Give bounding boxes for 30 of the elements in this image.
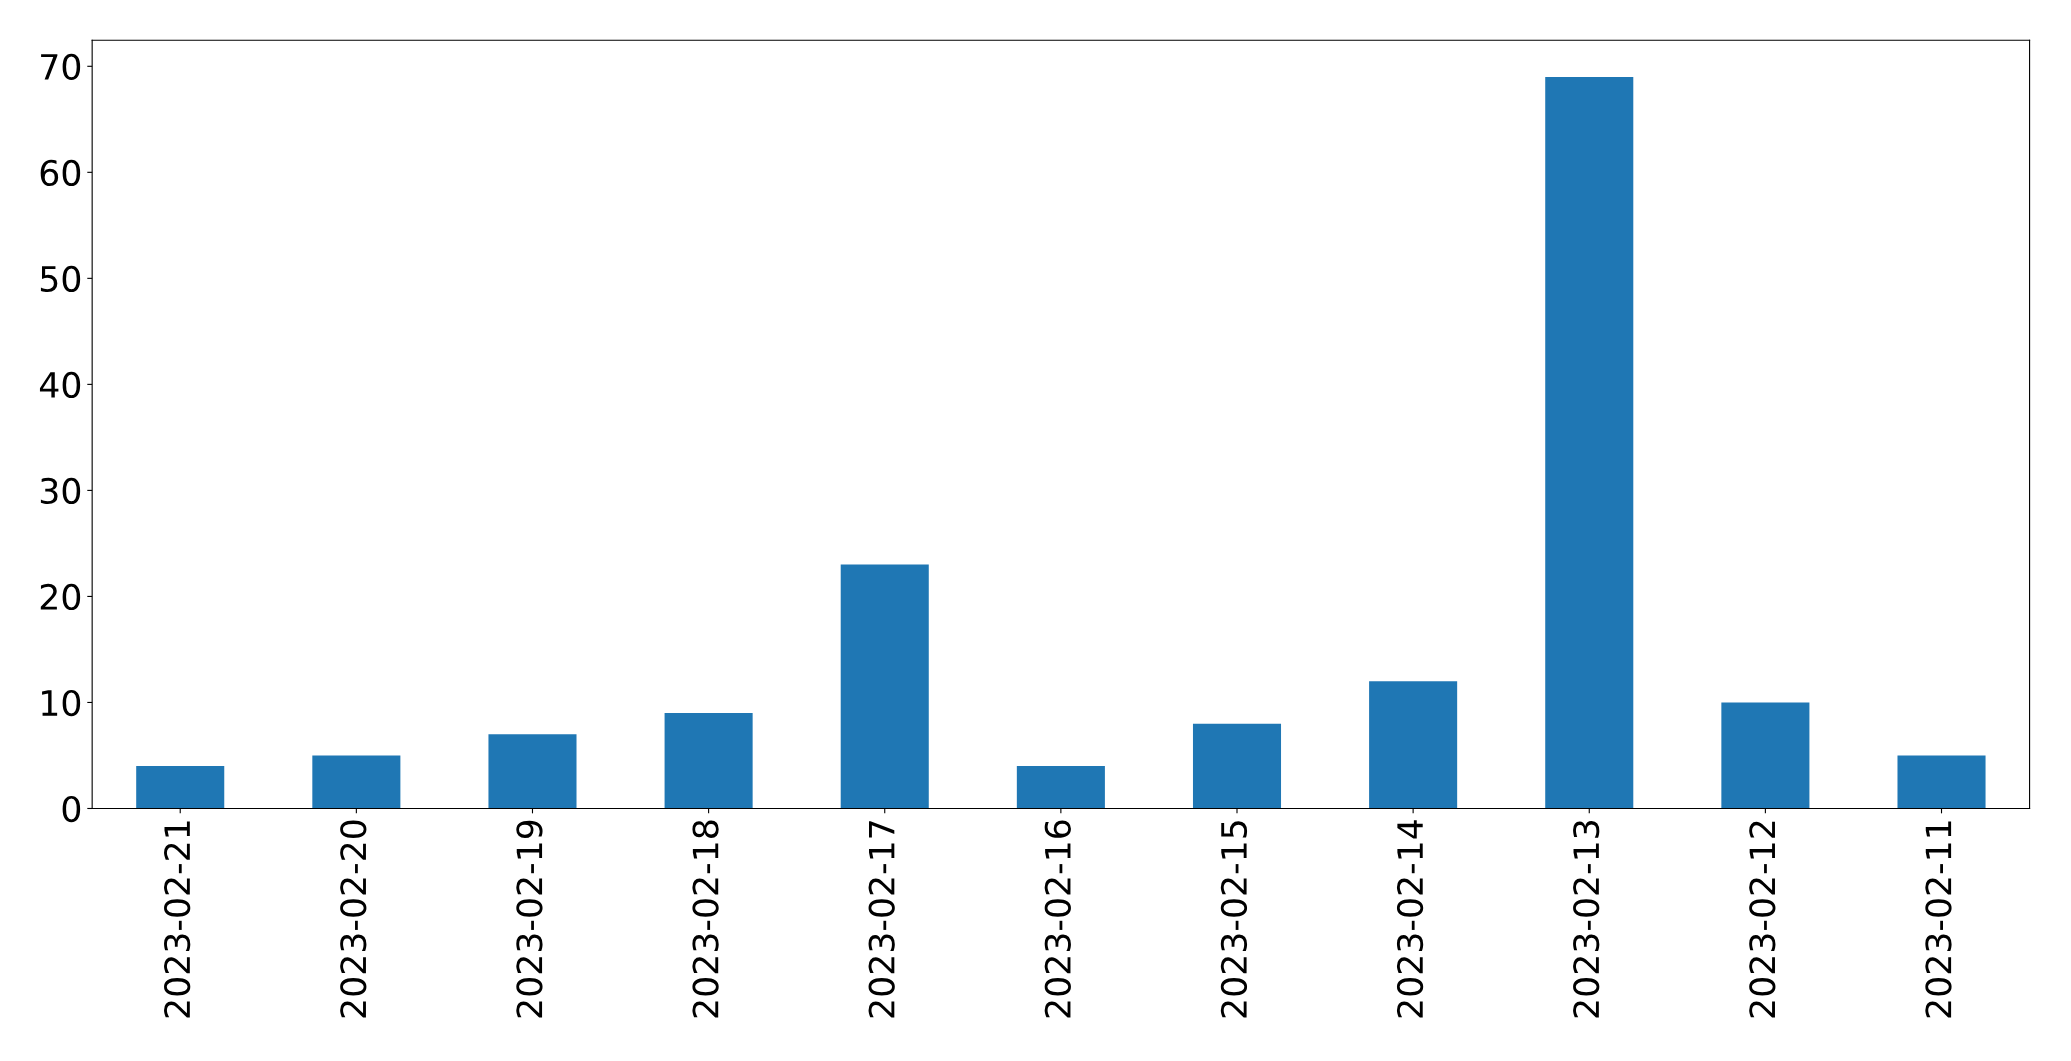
x-tick-label: 2023-02-15	[1220, 821, 1248, 1018]
bar	[136, 766, 225, 809]
x-tick-label: 2023-02-21	[164, 821, 191, 1018]
bar	[1192, 723, 1282, 809]
x-tick-label: 2023-02-18	[692, 820, 719, 1018]
x-tick-label: 2023-02-13	[1573, 820, 1600, 1018]
x-tick-label: 2023-02-17	[868, 821, 895, 1018]
x-tick-label: 2023-02-20	[340, 820, 367, 1018]
bar	[664, 713, 753, 809]
y-tick-label: 50	[40, 265, 81, 293]
x-tick-label: 2023-02-19	[516, 820, 543, 1018]
bar	[312, 755, 401, 809]
y-tick-label: 70	[41, 53, 81, 80]
bar	[840, 564, 929, 809]
x-tick-label: 2023-02-14	[1396, 820, 1424, 1018]
bar	[1545, 76, 1634, 809]
bar	[1016, 766, 1105, 809]
y-tick-label: 10	[42, 689, 81, 717]
x-tick-label: 2023-02-16	[1044, 820, 1071, 1018]
x-tick-label: 2023-02-11	[1925, 821, 1952, 1018]
bar	[1897, 755, 1986, 809]
y-tick-label: 40	[39, 371, 81, 399]
bar	[1721, 702, 1810, 809]
x-tick-label: 2023-02-12	[1749, 821, 1776, 1018]
y-tick-label: 30	[40, 477, 81, 505]
bar	[1369, 681, 1458, 809]
bar	[488, 734, 577, 809]
y-tick-label: 60	[40, 159, 81, 187]
y-tick-label: 0	[62, 795, 81, 823]
y-tick-label: 20	[40, 583, 81, 611]
